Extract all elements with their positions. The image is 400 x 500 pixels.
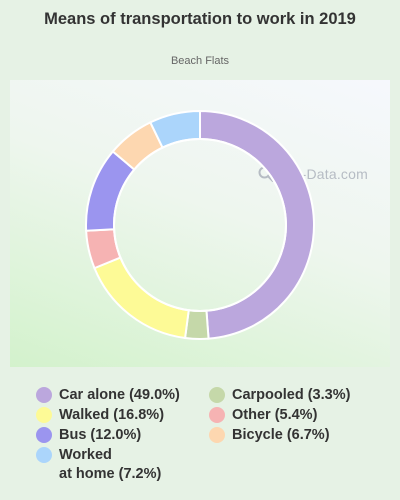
legend-label: Other (5.4%) — [232, 407, 318, 423]
legend-item: Other (5.4%) — [209, 406, 317, 425]
plot-area: City-Data.com — [10, 80, 390, 367]
legend-label: Carpooled (3.3%) — [232, 387, 351, 403]
legend-label: Walked (16.8%) — [59, 407, 165, 423]
donut-inner-edge — [113, 138, 287, 312]
legend-item: Carpooled (3.3%) — [209, 386, 350, 405]
slice-car-alone — [199, 109, 315, 340]
legend-item: Bus (12.0%) — [36, 426, 141, 445]
legend-label: Car alone (49.0%) — [59, 387, 180, 403]
legend-swatch — [209, 387, 225, 403]
legend-swatch — [209, 407, 225, 423]
chart-subtitle: Beach Flats — [170, 55, 230, 67]
legend-item: Walked (16.8%) — [36, 406, 164, 425]
legend-swatch — [36, 447, 52, 463]
legend-swatch — [209, 427, 225, 443]
legend-label: Bus (12.0%) — [59, 427, 142, 443]
legend-swatch — [36, 427, 52, 443]
legend-item: Car alone (49.0%) — [36, 386, 180, 405]
legend-swatch — [36, 387, 52, 403]
legend-label: Worked at home (7.2%) — [59, 447, 162, 482]
legend-label: Bicycle (6.7%) — [232, 427, 330, 443]
chart-title: Means of transportation to work in 2019 — [44, 10, 356, 28]
legend-item: Bicycle (6.7%) — [209, 426, 330, 445]
donut-chart — [85, 109, 315, 340]
slice-walked — [93, 256, 190, 340]
legend-item: Worked at home (7.2%) — [36, 446, 161, 484]
legend-swatch — [36, 407, 52, 423]
legend: Car alone (49.0%) Walked (16.8%) Bus (12.0… — [0, 380, 400, 490]
